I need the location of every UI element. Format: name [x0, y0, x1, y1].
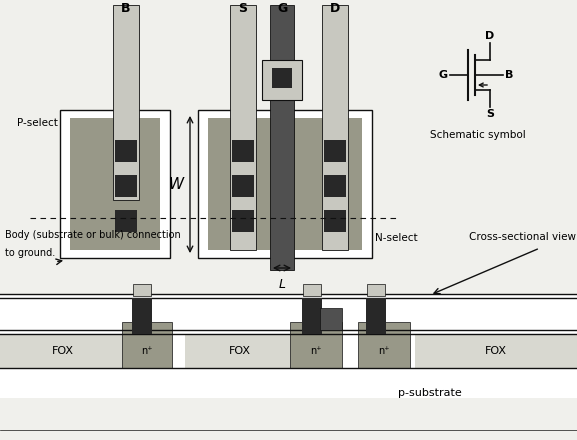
Bar: [133, 284, 151, 296]
Text: to ground.: to ground.: [5, 248, 55, 258]
Text: Body (substrate or bulk) connection: Body (substrate or bulk) connection: [5, 230, 181, 240]
Bar: [232, 175, 254, 197]
Text: B: B: [505, 70, 514, 80]
Text: FOX: FOX: [51, 346, 73, 356]
Text: Cross-sectional view: Cross-sectional view: [469, 232, 576, 242]
Bar: [320, 308, 342, 330]
Text: D: D: [330, 2, 340, 15]
Text: p-substrate: p-substrate: [398, 388, 462, 398]
Bar: [272, 68, 292, 88]
Bar: [367, 284, 385, 296]
Bar: [270, 5, 294, 270]
Bar: [322, 5, 348, 250]
Bar: [358, 322, 410, 368]
Text: D: D: [485, 31, 494, 41]
Text: P-select: P-select: [17, 118, 58, 128]
Text: Schematic symbol: Schematic symbol: [430, 130, 526, 140]
Text: G: G: [439, 70, 448, 80]
Bar: [0, 294, 577, 398]
Bar: [70, 118, 160, 250]
Bar: [262, 60, 302, 100]
Text: n⁺: n⁺: [141, 346, 153, 356]
Text: n⁺: n⁺: [379, 346, 389, 356]
Bar: [0, 334, 125, 368]
Text: N-select: N-select: [375, 233, 418, 243]
Text: n⁺: n⁺: [310, 346, 322, 356]
Bar: [115, 140, 137, 162]
Bar: [303, 284, 321, 296]
Bar: [232, 140, 254, 162]
Bar: [324, 140, 346, 162]
Text: G: G: [277, 2, 287, 15]
Bar: [366, 298, 386, 334]
Bar: [232, 210, 254, 232]
Text: L: L: [279, 278, 286, 291]
Bar: [132, 298, 152, 334]
Bar: [122, 322, 172, 368]
Text: W: W: [169, 177, 184, 192]
Bar: [415, 334, 577, 368]
Bar: [115, 175, 137, 197]
Text: B: B: [121, 2, 131, 15]
Bar: [290, 322, 342, 368]
Bar: [113, 5, 139, 200]
Text: S: S: [486, 109, 494, 119]
Bar: [302, 298, 322, 334]
Bar: [324, 210, 346, 232]
Bar: [230, 5, 256, 250]
Bar: [60, 110, 170, 258]
Bar: [115, 210, 137, 232]
Text: FOX: FOX: [229, 346, 251, 356]
Bar: [208, 118, 362, 250]
Bar: [324, 175, 346, 197]
Text: S: S: [238, 2, 248, 15]
Text: FOX: FOX: [485, 346, 507, 356]
Bar: [0, 298, 577, 330]
Bar: [185, 334, 295, 368]
Bar: [198, 110, 372, 258]
